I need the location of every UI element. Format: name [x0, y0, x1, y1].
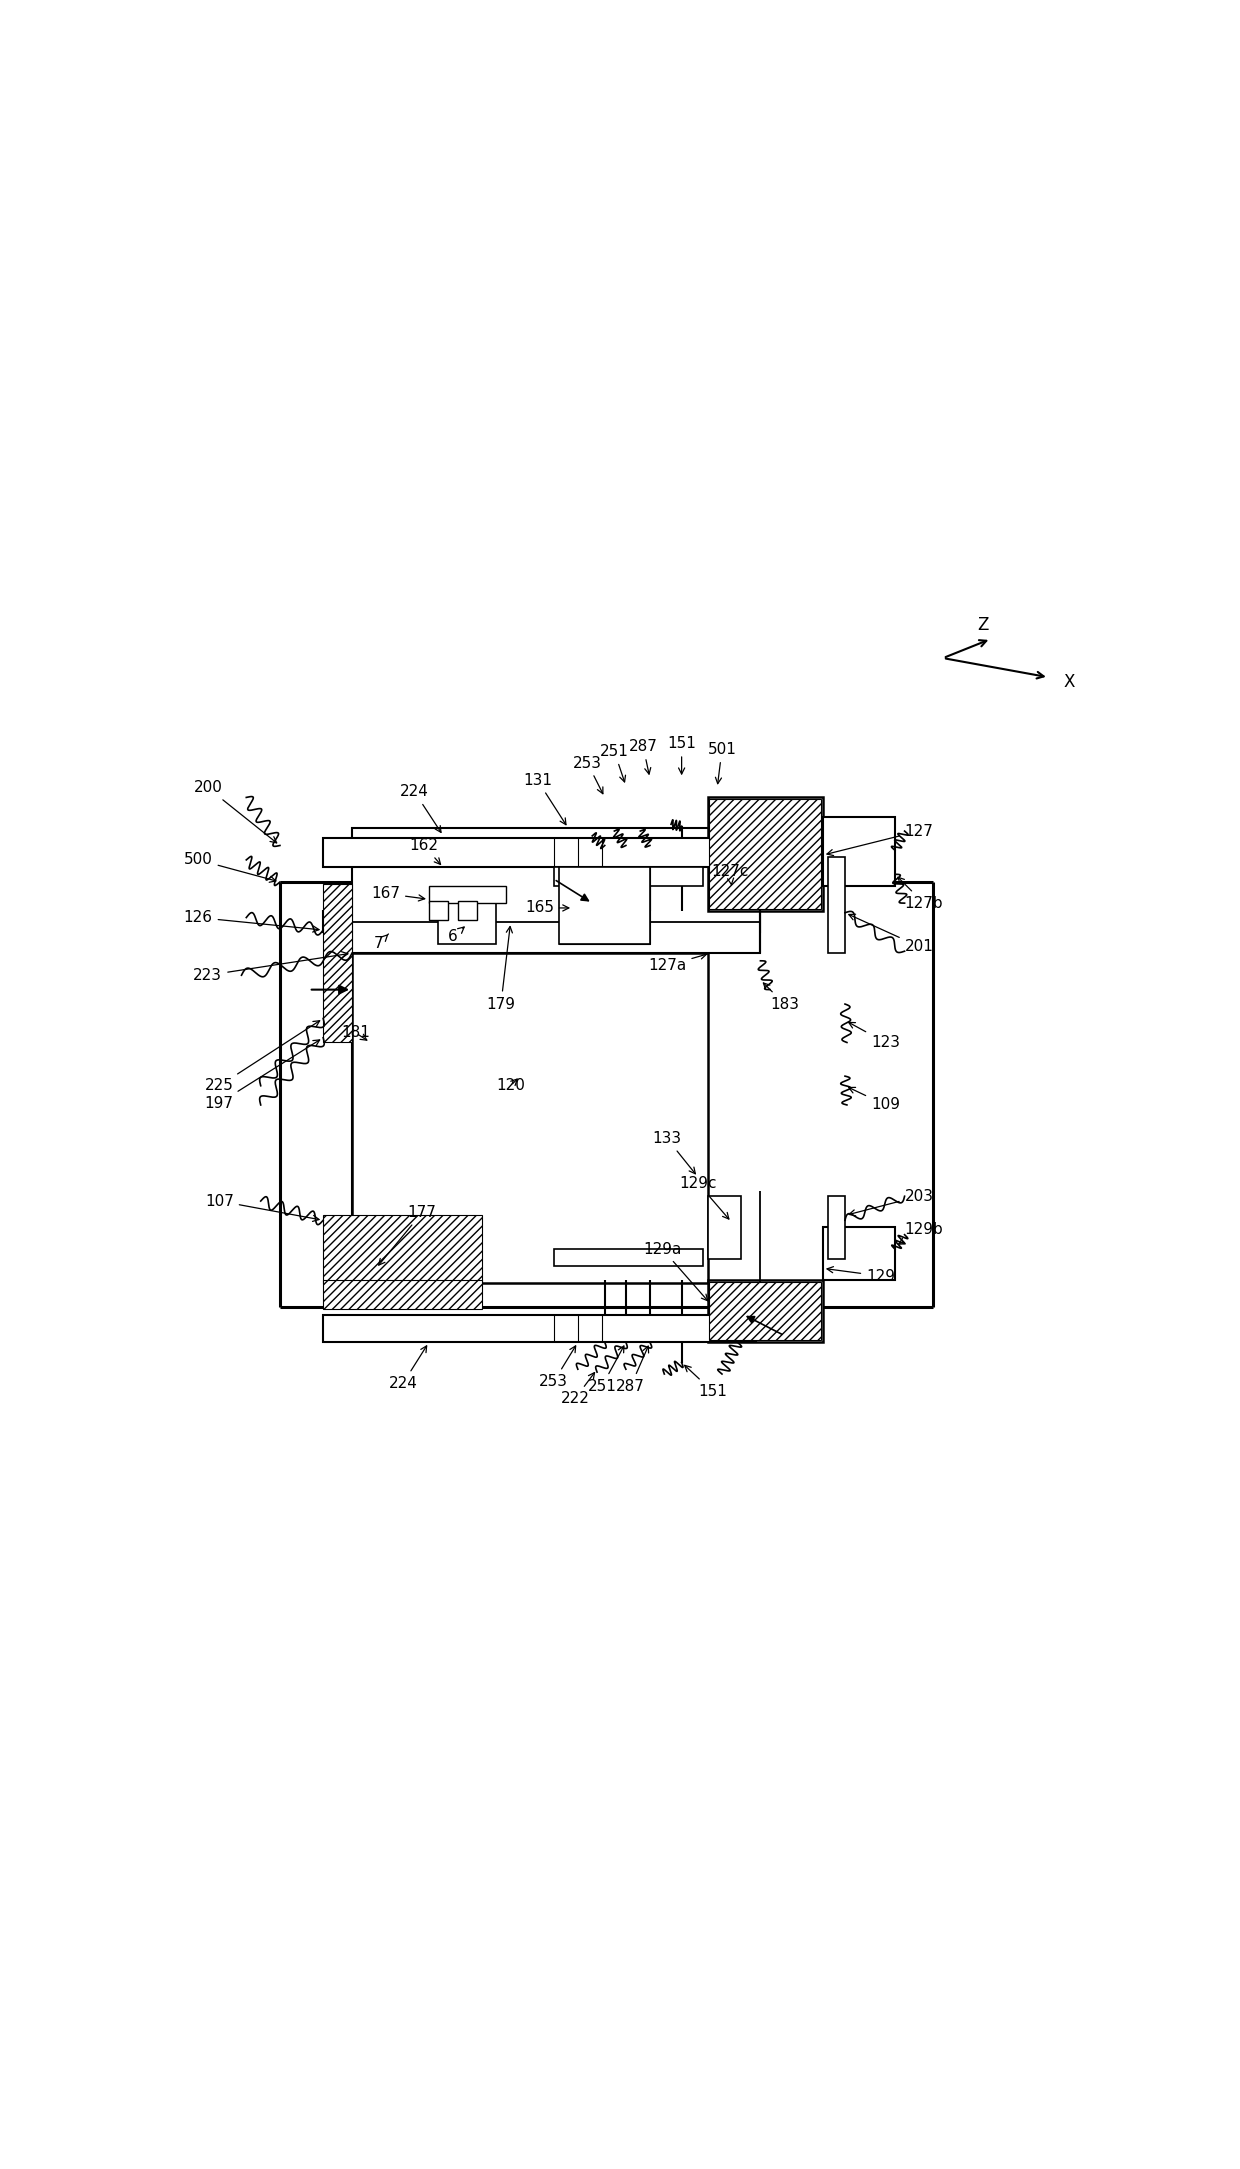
- Bar: [558, 868, 650, 944]
- Text: 133: 133: [652, 1130, 696, 1173]
- Bar: [558, 868, 650, 944]
- Bar: [324, 1280, 481, 1308]
- Bar: [828, 1197, 844, 1258]
- Bar: [708, 1197, 742, 1258]
- Text: 200: 200: [193, 781, 277, 844]
- Text: 127: 127: [827, 824, 934, 855]
- Text: 120: 120: [496, 1078, 525, 1093]
- Text: 6: 6: [448, 926, 464, 944]
- Text: 127c: 127c: [711, 863, 749, 885]
- Text: 109: 109: [848, 1087, 900, 1113]
- Bar: [352, 829, 760, 952]
- Text: X: X: [1063, 672, 1075, 692]
- Text: 203: 203: [849, 1189, 934, 1217]
- Text: 201: 201: [849, 913, 934, 954]
- Bar: [554, 868, 703, 885]
- Bar: [708, 1280, 823, 1343]
- Text: 222: 222: [560, 1373, 594, 1406]
- Text: 225: 225: [205, 1022, 320, 1093]
- Text: 107: 107: [205, 1193, 319, 1221]
- Text: 251: 251: [600, 744, 629, 783]
- Bar: [708, 798, 823, 911]
- Text: 165: 165: [525, 900, 569, 915]
- Text: 223: 223: [193, 952, 348, 983]
- Text: 129b: 129b: [899, 1223, 944, 1245]
- Text: 224: 224: [388, 1345, 427, 1390]
- Bar: [828, 857, 844, 952]
- Bar: [324, 911, 760, 933]
- Text: Z: Z: [977, 616, 990, 633]
- Bar: [458, 902, 477, 920]
- Bar: [439, 894, 496, 944]
- Text: 183: 183: [764, 983, 799, 1011]
- Bar: [324, 837, 755, 868]
- Text: 123: 123: [848, 1022, 900, 1050]
- Text: 126: 126: [184, 911, 319, 933]
- Text: 129: 129: [827, 1267, 895, 1284]
- Bar: [429, 902, 448, 920]
- Text: 7: 7: [374, 935, 388, 950]
- Text: 224: 224: [401, 785, 441, 833]
- Text: 253: 253: [573, 755, 603, 794]
- Bar: [554, 1249, 703, 1267]
- Text: 197: 197: [205, 1039, 320, 1111]
- Bar: [324, 885, 352, 1043]
- Bar: [324, 1215, 481, 1282]
- Text: 253: 253: [539, 1347, 575, 1388]
- Text: 127b: 127b: [898, 876, 944, 911]
- Text: 501: 501: [708, 742, 737, 783]
- Text: 162: 162: [409, 837, 440, 865]
- Text: 127a: 127a: [649, 952, 707, 974]
- Bar: [709, 1282, 821, 1340]
- Text: 177: 177: [378, 1206, 436, 1265]
- Text: 500: 500: [184, 852, 275, 883]
- Text: 131: 131: [523, 772, 565, 824]
- Bar: [324, 1314, 755, 1343]
- Bar: [429, 885, 506, 902]
- Bar: [709, 800, 821, 909]
- Text: 287: 287: [616, 1347, 649, 1395]
- Bar: [823, 1228, 895, 1280]
- Text: 251: 251: [588, 1347, 624, 1395]
- Text: 151: 151: [684, 1364, 727, 1399]
- Text: 151: 151: [667, 735, 696, 774]
- Bar: [823, 818, 895, 885]
- Text: 167: 167: [371, 885, 425, 900]
- Bar: [352, 952, 708, 1282]
- Text: 129c: 129c: [680, 1176, 729, 1219]
- Text: 129a: 129a: [644, 1241, 708, 1301]
- Text: 181: 181: [341, 1026, 371, 1041]
- Text: 179: 179: [486, 926, 516, 1011]
- Text: 287: 287: [629, 740, 657, 774]
